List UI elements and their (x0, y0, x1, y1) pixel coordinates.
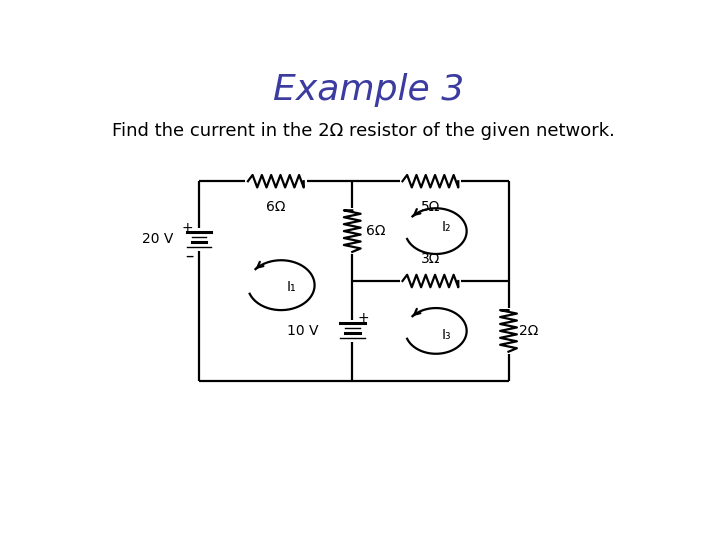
Text: –: – (185, 247, 193, 265)
Text: 6Ω: 6Ω (366, 224, 386, 238)
Text: 20 V: 20 V (143, 232, 174, 246)
Text: I₁: I₁ (287, 280, 297, 294)
Text: 10 V: 10 V (287, 324, 319, 338)
Text: Find the current in the 2Ω resistor of the given network.: Find the current in the 2Ω resistor of t… (112, 123, 615, 140)
Text: I₃: I₃ (441, 328, 451, 342)
Text: 2Ω: 2Ω (518, 324, 538, 338)
Text: 6Ω: 6Ω (266, 200, 286, 214)
Text: 3Ω: 3Ω (420, 253, 440, 266)
Text: I₂: I₂ (441, 220, 451, 234)
Text: +: + (358, 312, 369, 326)
Text: 5Ω: 5Ω (420, 200, 440, 214)
Text: Example 3: Example 3 (274, 73, 464, 107)
Text: +: + (181, 221, 193, 235)
